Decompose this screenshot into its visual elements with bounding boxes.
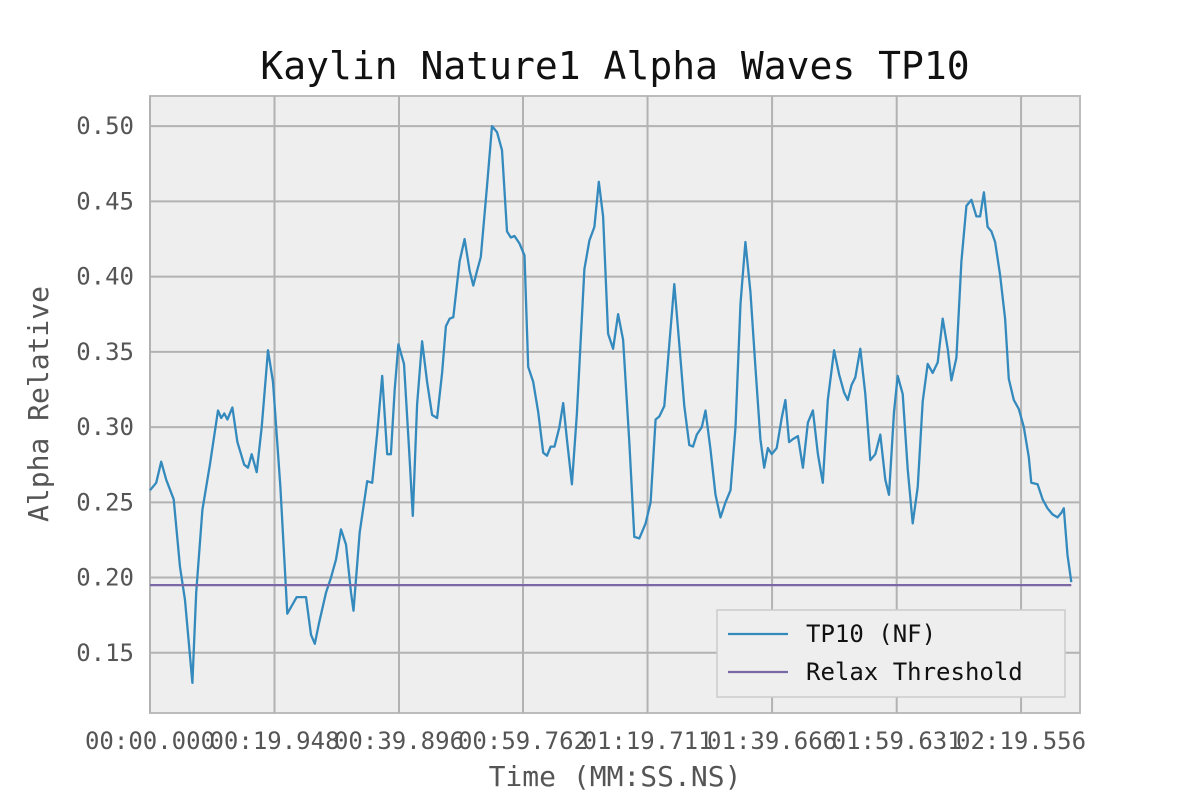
- y-tick-label: 0.20: [76, 564, 134, 592]
- legend-label: Relax Threshold: [806, 658, 1023, 686]
- y-axis-ticks: 0.15 0.20 0.25 0.30 0.35 0.40 0.45 0.50: [76, 112, 134, 667]
- x-tick-label: 01:59.631: [832, 727, 962, 755]
- series-layer: [149, 124, 1073, 685]
- x-tick-label: 01:39.666: [707, 727, 837, 755]
- x-axis-ticks: 00:00.00000:19.94800:39.89600:59.76201:1…: [85, 727, 1086, 755]
- legend-box: [716, 609, 1066, 698]
- y-axis-label: Alpha Relative: [22, 286, 55, 522]
- y-tick-label: 0.40: [76, 263, 134, 291]
- x-tick-label: 01:19.711: [583, 727, 713, 755]
- x-tick-label: 00:19.948: [209, 727, 339, 755]
- series-line-tp10: [149, 124, 1073, 685]
- x-tick-label: 00:00.000: [85, 727, 215, 755]
- y-tick-label: 0.15: [76, 639, 134, 667]
- y-tick-label: 0.30: [76, 413, 134, 441]
- x-tick-label: 02:19.556: [956, 727, 1086, 755]
- legend-label: TP10 (NF): [806, 620, 936, 648]
- y-tick-label: 0.50: [76, 112, 134, 140]
- x-axis-label: Time (MM:SS.NS): [489, 760, 742, 793]
- x-tick-label: 00:39.896: [334, 727, 464, 755]
- chart-title: Kaylin Nature1 Alpha Waves TP10: [260, 44, 969, 88]
- x-tick-label: 00:59.762: [458, 727, 588, 755]
- legend-items: TP10 (NF) Relax Threshold: [728, 620, 1023, 686]
- y-tick-label: 0.35: [76, 338, 134, 366]
- y-tick-label: 0.45: [76, 187, 134, 215]
- y-tick-label: 0.25: [76, 488, 134, 516]
- plot-area: [149, 95, 1081, 714]
- legend: TP10 (NF) Relax Threshold: [716, 609, 1066, 698]
